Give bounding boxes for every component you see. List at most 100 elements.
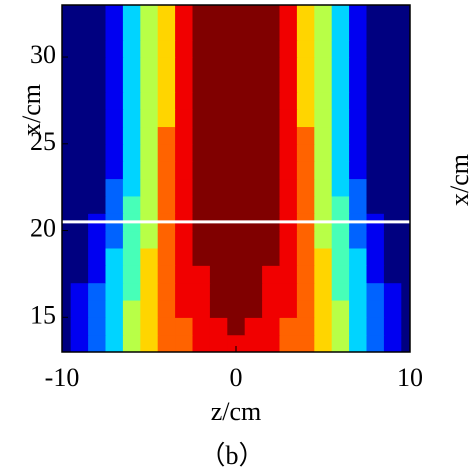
heatmap-cell bbox=[314, 126, 333, 145]
heatmap-cell bbox=[209, 22, 228, 41]
heatmap-cell bbox=[366, 126, 385, 145]
heatmap-cell bbox=[349, 39, 368, 58]
heatmap-cell bbox=[88, 299, 107, 318]
heatmap-cell bbox=[157, 126, 176, 145]
heatmap-cell bbox=[70, 143, 89, 162]
heatmap-cell bbox=[383, 39, 402, 58]
heatmap-cell bbox=[122, 178, 141, 197]
heatmap-cell bbox=[175, 317, 194, 336]
heatmap-cell bbox=[157, 57, 176, 75]
x-tick-label: 0 bbox=[230, 363, 243, 392]
heatmap-cell bbox=[175, 178, 194, 197]
heatmap-cell bbox=[262, 265, 281, 284]
heatmap-cell bbox=[296, 91, 315, 110]
heatmap-cell bbox=[331, 265, 350, 284]
heatmap-cell bbox=[105, 39, 124, 58]
heatmap-cell bbox=[244, 334, 263, 352]
heatmap-cell bbox=[209, 143, 228, 162]
heatmap-cell bbox=[314, 247, 333, 266]
y-axis-label: x/cm bbox=[17, 84, 46, 136]
heatmap-cell bbox=[296, 22, 315, 41]
heatmap-cell bbox=[140, 317, 159, 336]
heatmap-cell bbox=[401, 22, 410, 41]
heatmap-cell bbox=[140, 178, 159, 197]
heatmap-cell bbox=[401, 178, 410, 197]
heatmap-cell bbox=[401, 109, 410, 128]
heatmap-cell bbox=[175, 22, 194, 41]
heatmap-cell bbox=[105, 74, 124, 93]
heatmap-cell bbox=[349, 22, 368, 41]
heatmap-cell bbox=[140, 126, 159, 145]
heatmap-cell bbox=[227, 265, 246, 284]
heatmap-cell bbox=[88, 126, 107, 145]
heatmap-cell bbox=[383, 299, 402, 318]
heatmap bbox=[62, 5, 410, 352]
heatmap-cell bbox=[349, 299, 368, 318]
heatmap-cell bbox=[262, 22, 281, 41]
heatmap-cell bbox=[88, 230, 107, 249]
heatmap-cell bbox=[70, 5, 89, 23]
heatmap-cell bbox=[296, 39, 315, 58]
heatmap-cell bbox=[175, 126, 194, 145]
side-label: x/cm bbox=[445, 154, 474, 206]
heatmap-cell bbox=[314, 299, 333, 318]
heatmap-cell bbox=[262, 230, 281, 249]
heatmap-cell bbox=[209, 5, 228, 23]
heatmap-cell bbox=[62, 265, 72, 284]
heatmap-cell bbox=[227, 178, 246, 197]
heatmap-cell bbox=[122, 126, 141, 145]
heatmap-cell bbox=[383, 230, 402, 249]
heatmap-cell bbox=[331, 178, 350, 197]
heatmap-cell bbox=[192, 334, 211, 352]
heatmap-cell bbox=[244, 126, 263, 145]
heatmap-cell bbox=[175, 5, 194, 23]
heatmap-cell bbox=[401, 334, 410, 352]
heatmap-cell bbox=[62, 247, 72, 266]
heatmap-cell bbox=[192, 247, 211, 266]
heatmap-cell bbox=[401, 161, 410, 180]
heatmap-cell bbox=[401, 39, 410, 58]
heatmap-cell bbox=[383, 143, 402, 162]
heatmap-cell bbox=[105, 317, 124, 336]
heatmap-cell bbox=[122, 22, 141, 41]
heatmap-cell bbox=[209, 230, 228, 249]
heatmap-cell bbox=[157, 230, 176, 249]
heatmap-cell bbox=[105, 91, 124, 110]
heatmap-cell bbox=[244, 22, 263, 41]
heatmap-cell bbox=[62, 161, 72, 180]
heatmap-cell bbox=[157, 334, 176, 352]
heatmap-cell bbox=[366, 5, 385, 23]
heatmap-cell bbox=[157, 143, 176, 162]
heatmap-cell bbox=[296, 178, 315, 197]
heatmap-cell bbox=[366, 74, 385, 93]
heatmap-cell bbox=[227, 22, 246, 41]
heatmap-cell bbox=[296, 195, 315, 214]
heatmap-cell bbox=[175, 91, 194, 110]
heatmap-cell bbox=[227, 299, 246, 318]
heatmap-cell bbox=[227, 317, 246, 336]
heatmap-cell bbox=[279, 265, 298, 284]
heatmap-cell bbox=[314, 39, 333, 58]
heatmap-cell bbox=[140, 143, 159, 162]
heatmap-cell bbox=[366, 247, 385, 266]
heatmap-cell bbox=[227, 161, 246, 180]
heatmap-cell bbox=[105, 22, 124, 41]
heatmap-cell bbox=[209, 39, 228, 58]
heatmap-cell bbox=[227, 230, 246, 249]
heatmap-cell bbox=[262, 39, 281, 58]
heatmap-cell bbox=[331, 22, 350, 41]
heatmap-cell bbox=[296, 334, 315, 352]
heatmap-cell bbox=[62, 178, 72, 197]
heatmap-cell bbox=[349, 282, 368, 301]
heatmap-cell bbox=[105, 109, 124, 128]
heatmap-cell bbox=[209, 317, 228, 336]
heatmap-cell bbox=[209, 126, 228, 145]
heatmap-cell bbox=[314, 265, 333, 284]
heatmap-cell bbox=[279, 334, 298, 352]
heatmap-cell bbox=[140, 265, 159, 284]
heatmap-cell bbox=[209, 282, 228, 301]
heatmap-cell bbox=[192, 161, 211, 180]
heatmap-cell bbox=[331, 126, 350, 145]
heatmap-cell bbox=[296, 265, 315, 284]
